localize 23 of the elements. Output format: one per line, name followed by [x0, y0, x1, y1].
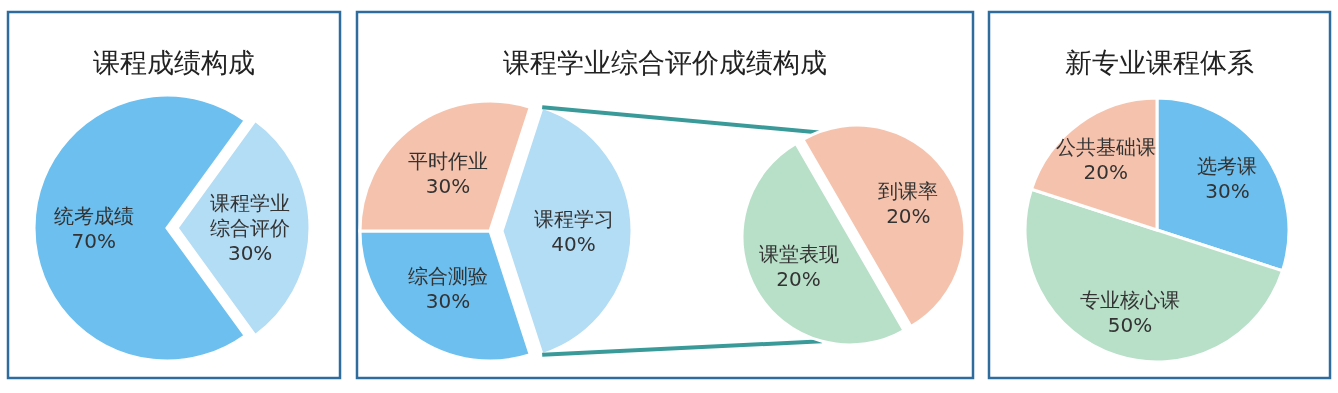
- data-label: 20%: [776, 267, 821, 292]
- data-label: 30%: [227, 241, 273, 265]
- data-label: 30%: [425, 289, 471, 314]
- slice-label: 综合测验: [407, 264, 488, 289]
- data-label: 70%: [71, 228, 117, 253]
- slice-label: 课程学习: [533, 206, 614, 231]
- data-label: 20%: [886, 203, 931, 228]
- data-label: 20%: [1083, 160, 1129, 185]
- slice-label: 统考成绩: [53, 203, 134, 228]
- chart-title: 课程成绩构成: [93, 47, 255, 78]
- data-label: 30%: [1205, 179, 1250, 204]
- slice-label: 课堂表现: [758, 242, 839, 267]
- slice-label: 课程学业综合评价: [210, 191, 291, 240]
- data-label: 50%: [1107, 313, 1153, 338]
- slice-label: 专业核心课: [1080, 288, 1181, 313]
- slice-label: 选考课: [1197, 154, 1258, 179]
- data-label: 40%: [551, 231, 596, 256]
- chart-title: 课程学业综合评价成绩构成: [503, 47, 827, 78]
- chart-title: 新专业课程体系: [1065, 47, 1254, 78]
- slice-label: 公共基础课: [1055, 135, 1156, 160]
- data-label: 30%: [425, 173, 471, 198]
- slice-label: 平时作业: [407, 148, 488, 173]
- slice-label: 到课率: [878, 178, 939, 203]
